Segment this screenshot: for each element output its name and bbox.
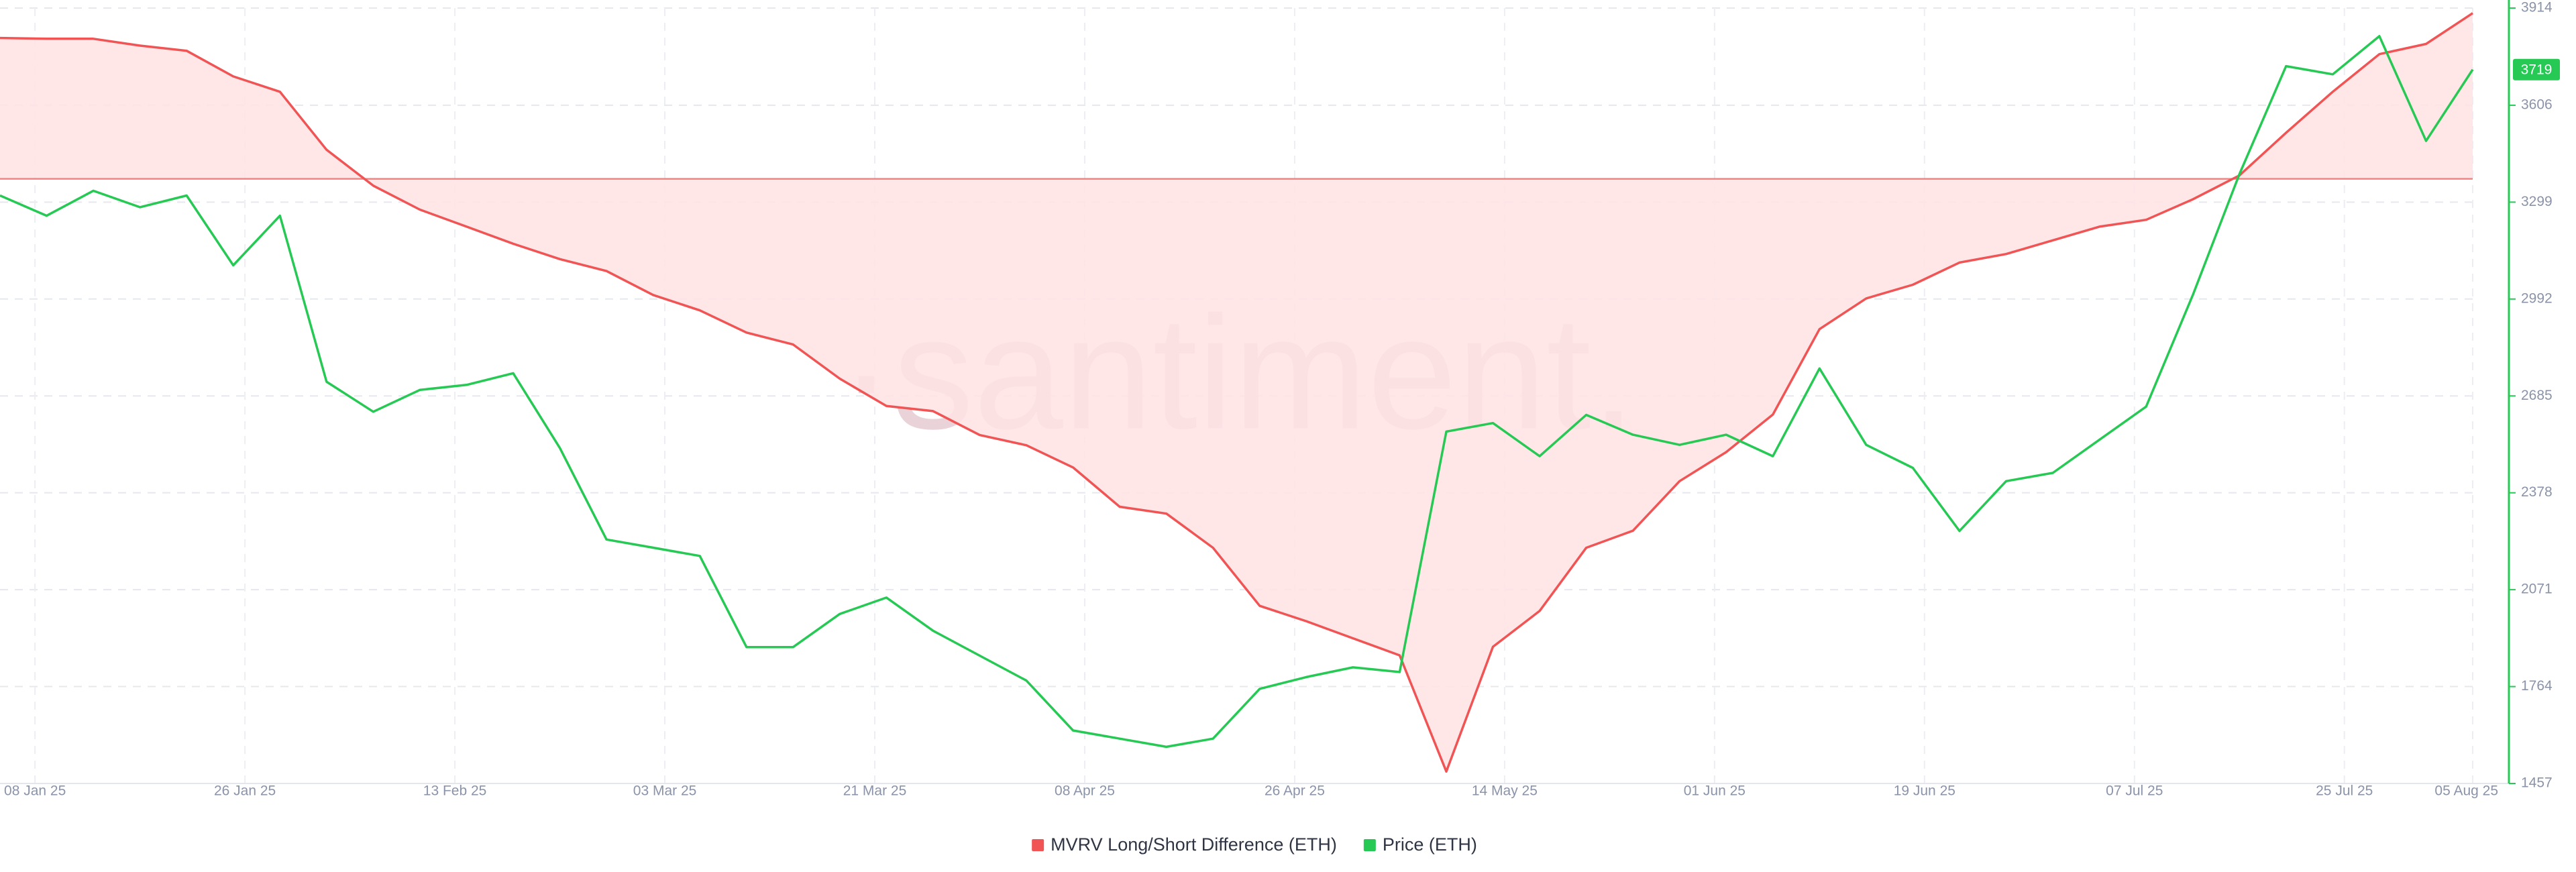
y2-tick-label: 3606 (2521, 97, 2553, 112)
legend-label: MVRV Long/Short Difference (ETH) (1051, 834, 1337, 855)
y2-tick-label: 2685 (2521, 388, 2553, 403)
x-tick-label: 03 Mar 25 (633, 783, 697, 799)
legend-swatch (1363, 839, 1376, 851)
y2-tick-label: 1764 (2521, 678, 2553, 694)
legend-label: Price (ETH) (1383, 834, 1477, 855)
x-tick-label: 21 Mar 25 (843, 783, 907, 799)
legend-swatch (1032, 839, 1044, 851)
price-badge-label: 3719 (2521, 62, 2553, 77)
x-tick-label: 07 Jul 25 (2106, 783, 2163, 799)
x-tick-label: 26 Apr 25 (1265, 783, 1325, 799)
line (0, 12, 2473, 773)
y2-tick-label: 2071 (2521, 582, 2553, 597)
x-tick-label: 13 Feb 25 (423, 783, 487, 799)
y2-tick-label: 2378 (2521, 484, 2553, 500)
y2-tick-label: 2992 (2521, 290, 2553, 306)
x-tick-label: 25 Jul 25 (2316, 783, 2373, 799)
x-tick-label: 05 Aug 25 (2434, 783, 2498, 799)
x-tick-label: 08 Jan 25 (4, 783, 66, 799)
x-tick-label: 01 Jun 25 (1684, 783, 1746, 799)
y2-tick-label: 3914 (2521, 0, 2553, 15)
area (0, 13, 2473, 772)
price-badge (2513, 58, 2560, 80)
y2-tick-label: 1457 (2521, 775, 2553, 791)
line (0, 35, 2474, 749)
x-tick-label: 08 Apr 25 (1055, 783, 1115, 799)
y2-tick-label: 3299 (2521, 194, 2553, 209)
x-tick-label: 14 May 25 (1472, 783, 1538, 799)
x-tick-label: 26 Jan 25 (214, 783, 276, 799)
x-tick-label: 19 Jun 25 (1894, 783, 1955, 799)
legend: MVRV Long/Short Difference (ETH) Price (E… (1032, 834, 1477, 855)
